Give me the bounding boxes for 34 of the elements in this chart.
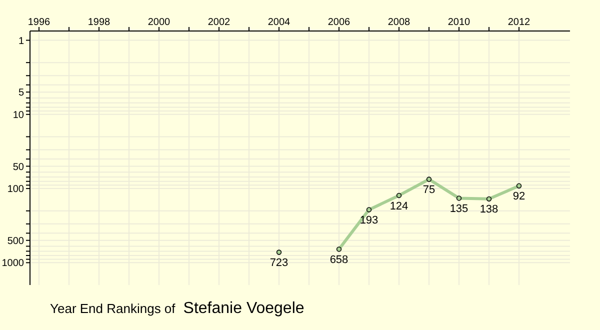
data-label: 723 (270, 257, 288, 270)
y-tick-label: 10 (12, 110, 24, 121)
x-tick-label: 2010 (448, 17, 471, 28)
x-tick-label: 2008 (388, 17, 411, 28)
x-tick-label: 1996 (28, 17, 51, 28)
x-tick-label: 1998 (88, 17, 111, 28)
point (396, 192, 402, 198)
point (426, 176, 432, 182)
text: Stefanie Voegele (183, 300, 304, 317)
data-label: 92 (512, 190, 526, 203)
data-label: 138 (480, 204, 498, 216)
y-tick-label: 5 (18, 88, 24, 99)
point (336, 246, 342, 252)
data-label: 193 (360, 214, 378, 227)
point (456, 196, 462, 201)
y-tick-label: 1 (18, 36, 24, 47)
x-tick-label: 2012 (508, 17, 531, 28)
data-label: 75 (422, 184, 436, 196)
y-tick-label: 500 (7, 236, 24, 247)
point (276, 250, 282, 255)
point (516, 183, 522, 188)
text: Year End Rankings of (50, 301, 176, 316)
x-tick-label: 2006 (328, 17, 351, 28)
x-tick-label: 2004 (268, 17, 291, 28)
y-tick-label: 50 (12, 162, 24, 173)
x-tick-label: 2000 (148, 17, 171, 28)
point (366, 207, 372, 212)
y-tick-label: 1000 (2, 258, 24, 270)
data-label: 658 (330, 254, 348, 266)
data-label: 135 (450, 203, 468, 216)
x-tick-label: 2002 (208, 17, 231, 28)
data-label: 124 (390, 200, 408, 212)
point (486, 196, 492, 202)
y-tick-label: 100 (7, 184, 24, 196)
